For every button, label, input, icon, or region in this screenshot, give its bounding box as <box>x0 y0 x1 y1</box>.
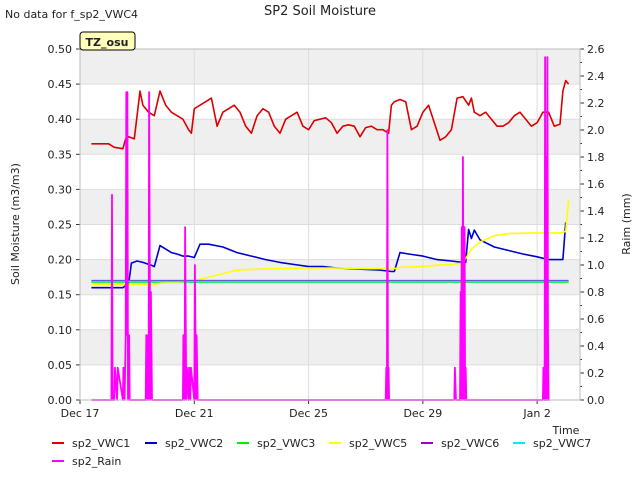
x-tick-label: Dec 25 <box>289 407 328 420</box>
x-tick-label: Dec 29 <box>403 407 442 420</box>
legend-label: sp2_VWC2 <box>165 437 223 450</box>
grid-band <box>80 329 580 365</box>
y-tick-label: 0.20 <box>48 254 73 267</box>
y-tick-label: 0.30 <box>48 183 73 196</box>
chart-title: SP2 Soil Moisture <box>264 4 376 19</box>
x-axis-label: Time <box>552 424 580 437</box>
plot-frame <box>79 48 581 401</box>
legend-label: sp2_Rain <box>72 455 121 468</box>
y-tick-label: 0.15 <box>48 289 73 302</box>
y2-axis-label: Raim (mm) <box>620 193 633 254</box>
y-tick-label: 0.05 <box>48 359 73 372</box>
y-tick-label: 0.35 <box>48 148 73 161</box>
y-tick-label: 0.00 <box>48 394 73 407</box>
y2-tick-label: 0.6 <box>587 313 605 326</box>
y2-axis-ticks: 0.0 0.2 0.4 0.6 0.8 1.0 1.2 1.4 1.6 1.8 2.0 2.2 2.4 2… <box>580 43 605 407</box>
y2-tick-label: 0.0 <box>587 394 605 407</box>
no-data-note: No data for f_sp2_VWC4 <box>5 8 138 21</box>
site-badge-label: TZ_osu <box>86 36 129 49</box>
y2-tick-label: 2.6 <box>587 43 605 56</box>
y-tick-label: 0.10 <box>48 324 73 337</box>
y2-tick-label: 1.0 <box>587 259 605 272</box>
y-tick-label: 0.50 <box>48 43 73 56</box>
legend-label: sp2_VWC7 <box>533 437 591 450</box>
y2-tick-label: 1.2 <box>587 232 605 245</box>
y2-tick-label: 2.4 <box>587 70 605 83</box>
grid-band <box>80 49 580 85</box>
y2-tick-label: 0.8 <box>587 286 605 299</box>
legend-label: sp2_VWC6 <box>441 437 499 450</box>
y2-tick-label: 0.2 <box>587 367 605 380</box>
x-axis-ticks: Dec 17 Dec 21 Dec 25 Dec 29 Jan 2 <box>61 400 551 420</box>
y2-tick-label: 2.0 <box>587 124 605 137</box>
y-axis-ticks: 0.00 0.05 0.10 0.15 0.20 0.25 0.30 0.35 0.40 0.45… <box>48 43 80 407</box>
y-tick-label: 0.45 <box>48 78 73 91</box>
legend-label: sp2_VWC1 <box>72 437 130 450</box>
series-line-sp2-vwc2 <box>91 222 567 289</box>
y-tick-label: 0.40 <box>48 113 73 126</box>
series-line-sp2-vwc1 <box>91 79 570 150</box>
y-axis-label: Soil Moisture (m3/m3) <box>9 163 22 285</box>
site-badge: TZ_osu <box>79 31 136 51</box>
y2-tick-label: 1.4 <box>587 205 605 218</box>
x-tick-label: Dec 21 <box>175 407 214 420</box>
y2-tick-label: 2.2 <box>587 97 605 110</box>
grid-band <box>80 259 580 295</box>
y2-tick-label: 1.6 <box>587 178 605 191</box>
y2-tick-label: 0.4 <box>587 340 605 353</box>
y2-tick-label: 1.8 <box>587 151 605 164</box>
legend-label: sp2_VWC3 <box>257 437 315 450</box>
background-bands <box>79 48 580 401</box>
x-tick-label: Jan 2 <box>522 407 550 420</box>
x-tick-label: Dec 17 <box>61 407 100 420</box>
legend-label: sp2_VWC5 <box>349 437 407 450</box>
y-tick-label: 0.25 <box>48 219 73 232</box>
grid-band <box>80 189 580 225</box>
legend: sp2_VWC1 sp2_VWC2 sp2_VWC3 sp2_VWC5 sp2_VWC6… <box>52 437 591 468</box>
